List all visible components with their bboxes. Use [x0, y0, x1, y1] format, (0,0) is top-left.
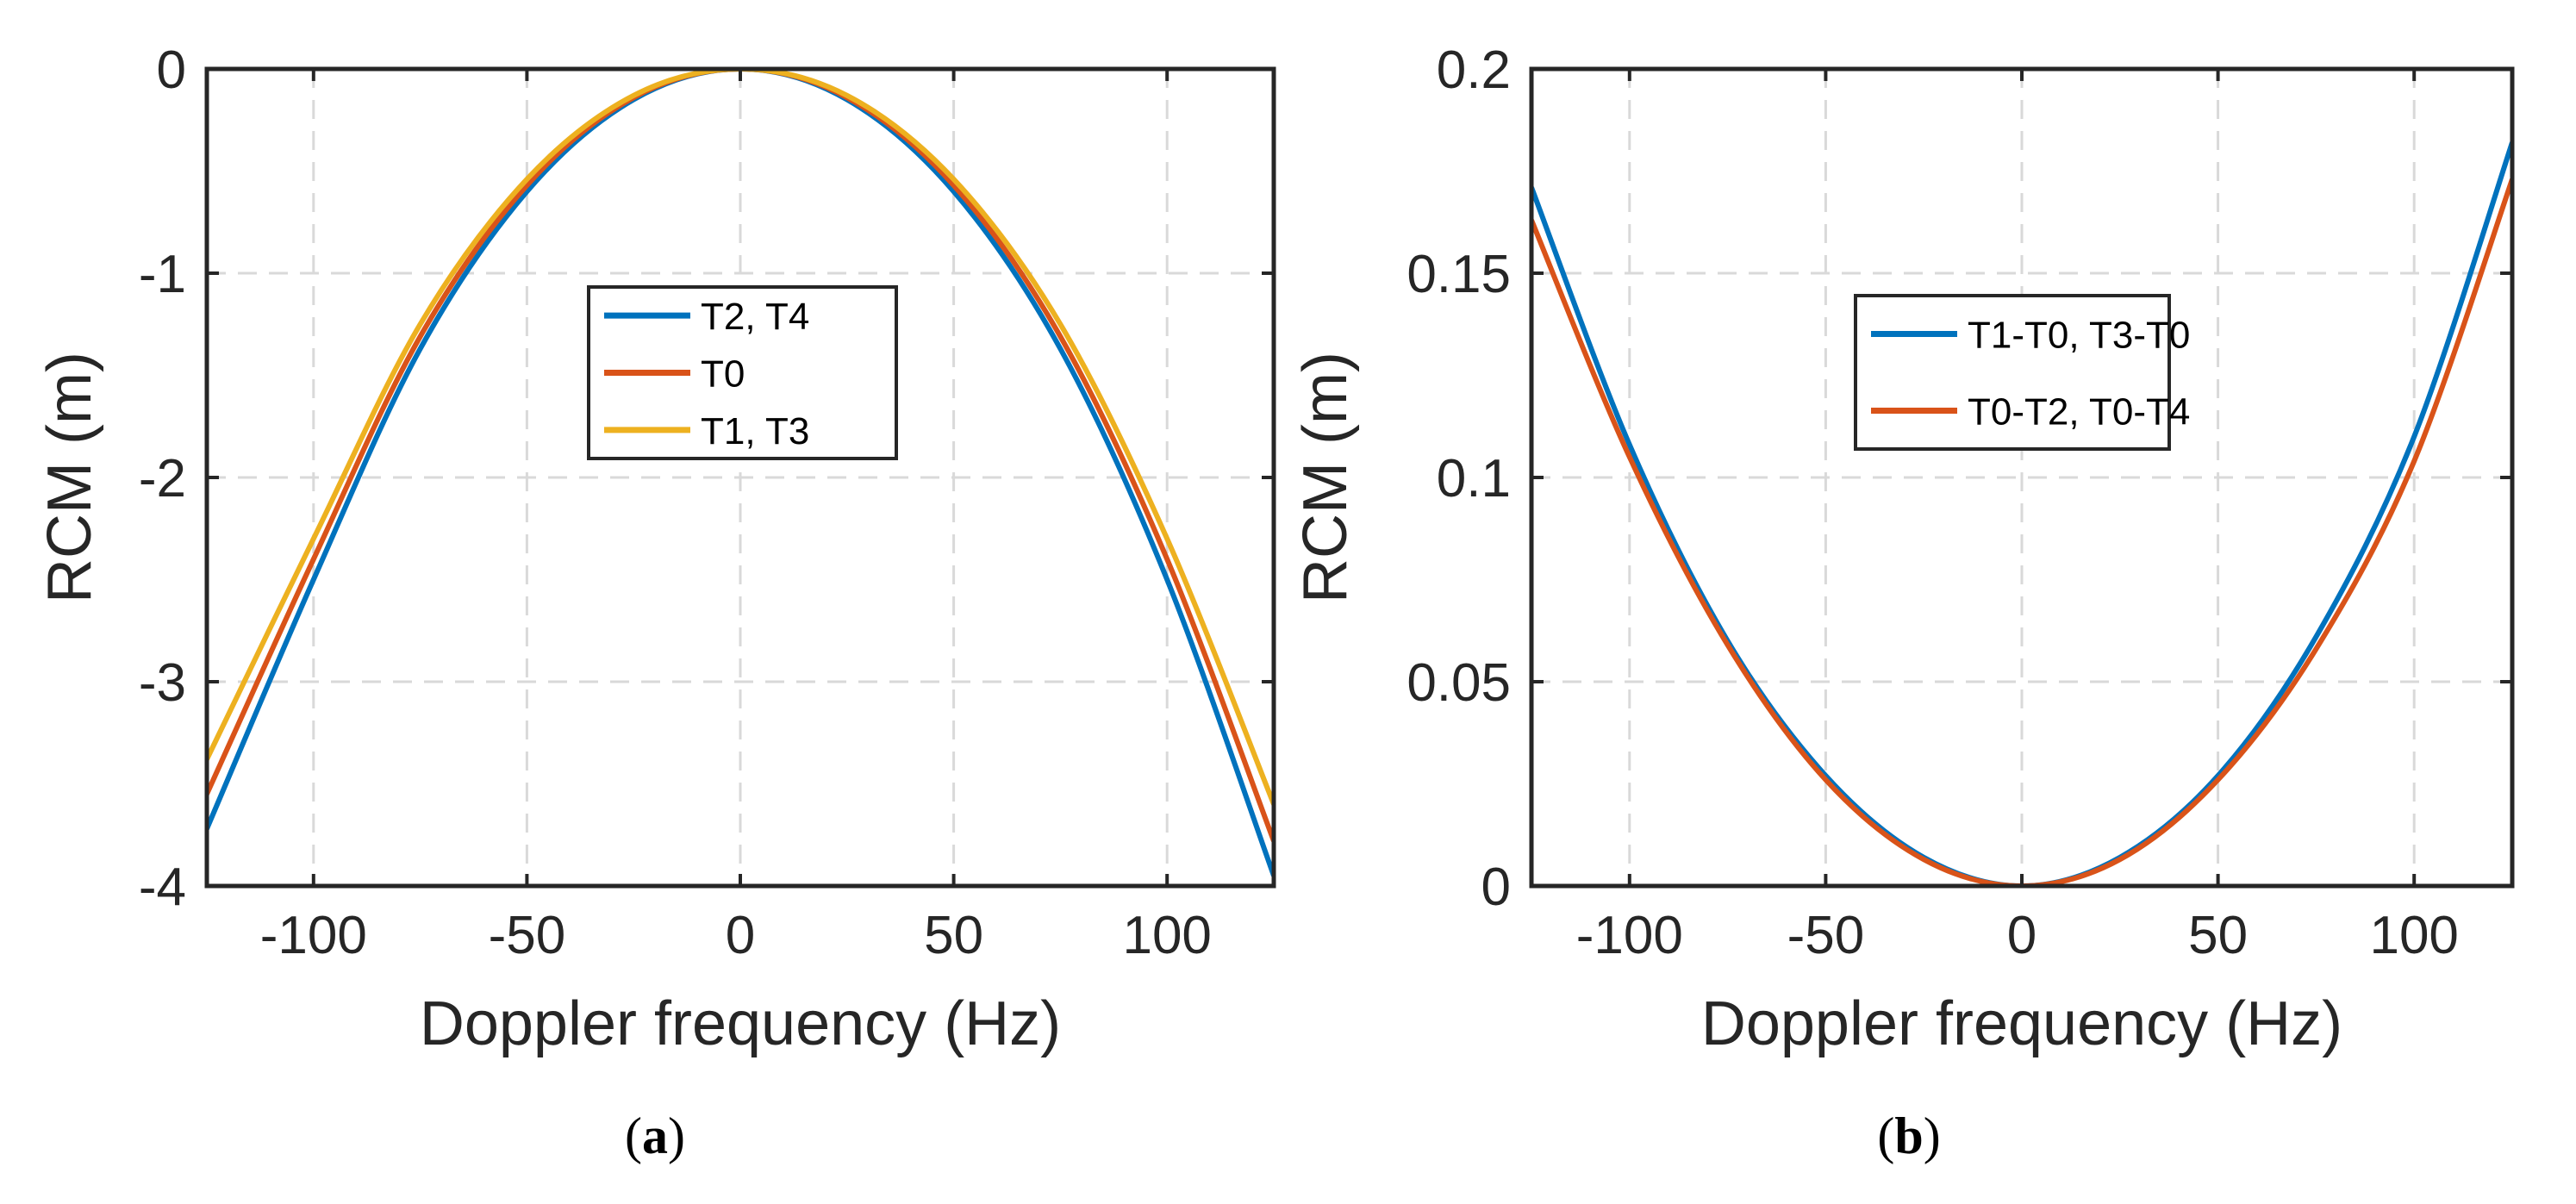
panel-b-caption: (b): [1877, 1107, 1940, 1164]
panel-b-x-axis-label: Doppler frequency (Hz): [1701, 989, 2342, 1058]
chart-panel-b: -100 -50 0 50 100 0 0.05 0.1 0.15 0.2 Doppler freq…: [1291, 41, 2515, 1164]
panel-a-caption-open: (: [625, 1107, 642, 1164]
panel-a-x-axis-label: Doppler frequency (Hz): [420, 989, 1061, 1058]
panel-a-x-tick-label: -50: [489, 906, 566, 965]
panel-a-x-tick-label: 0: [726, 906, 755, 965]
panel-b-y-tick-label: 0.15: [1407, 245, 1511, 304]
panel-b-legend-label-1: T1-T0, T3-T0: [1968, 315, 2190, 357]
panel-b-y-tick-label: 0.1: [1437, 449, 1511, 508]
panel-a-y-tick-label: -4: [139, 858, 186, 917]
chart-panel-a: -100 -50 0 50 100 -4 -3 -2 -1 0 Doppler frequency …: [35, 41, 1276, 1164]
panel-b-caption-close: ): [1924, 1107, 1941, 1164]
panel-a-legend: T2, T4 T0 T1, T3: [587, 285, 898, 460]
panel-b-legend: T1-T0, T3-T0 T0-T2, T0-T4: [1854, 294, 2190, 451]
panel-a-legend-label-3: T1, T3: [701, 410, 809, 452]
panel-a-x-tick-label: -100: [260, 906, 367, 965]
panel-b-legend-label-2: T0-T2, T0-T4: [1968, 391, 2190, 434]
panel-b-y-tick-label: 0: [1481, 858, 1511, 917]
panel-b-x-tick-label: 0: [2007, 906, 2036, 965]
panel-a-legend-label-2: T0: [701, 353, 745, 396]
panel-b-x-tick-label: -50: [1787, 906, 1865, 965]
panel-a-caption-letter: a: [642, 1107, 668, 1164]
panel-b-y-tick-label: 0.2: [1437, 41, 1511, 100]
panel-a-y-tick-label: 0: [157, 41, 186, 100]
panel-a-caption: (a): [625, 1107, 685, 1164]
panel-b-y-axis-label: RCM (m): [1291, 352, 1360, 603]
panel-b-legend-box: [1854, 294, 2171, 451]
panel-b-x-tick-label: 100: [2369, 906, 2458, 965]
panel-a-y-axis-label: RCM (m): [35, 352, 104, 603]
panel-a-caption-close: ): [668, 1107, 685, 1164]
panel-a-x-tick-label: 100: [1122, 906, 1211, 965]
panel-a-y-tick-label: -3: [139, 653, 186, 713]
panel-b-y-tick-label: 0.05: [1407, 653, 1511, 713]
panel-a-x-tick-label: 50: [924, 906, 983, 965]
panel-b-caption-letter: b: [1894, 1107, 1923, 1164]
panel-a-y-tick-label: -1: [139, 245, 186, 304]
panel-b-x-tick-label: 50: [2188, 906, 2248, 965]
panel-a-y-tick-label: -2: [139, 449, 186, 508]
panel-b-caption-open: (: [1877, 1107, 1894, 1164]
panel-a-legend-label-1: T2, T4: [701, 296, 809, 338]
panel-b-x-tick-label: -100: [1576, 906, 1683, 965]
